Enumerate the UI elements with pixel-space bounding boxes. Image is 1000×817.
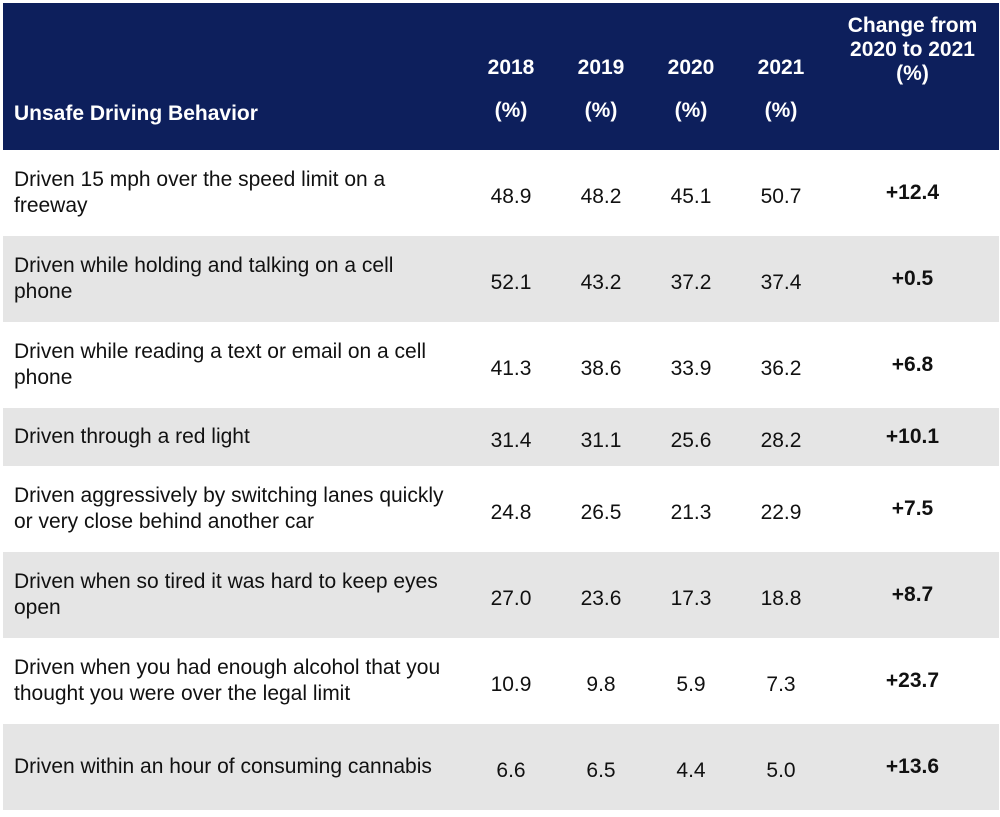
value-2019-cell: 23.6: [580, 587, 622, 610]
value-2018-cell: 27.0: [490, 587, 532, 610]
header-year-2019: 2019 (%): [556, 3, 646, 150]
value-2020-cell: 4.4: [676, 759, 706, 782]
header-year-2020: 2020 (%): [646, 3, 736, 150]
header-change-line-2: 2020 to 2021: [850, 38, 975, 61]
value-2018-cell: 24.8: [490, 501, 532, 524]
behavior-cell: Driven through a red light: [14, 425, 250, 448]
value-2021-cell: 22.9: [760, 501, 802, 524]
behavior-cell: Driven aggressively by switching lanes q…: [14, 484, 444, 533]
header-change-line-3: (%): [896, 62, 929, 85]
header-change: Change from 2020 to 2021 (%): [826, 3, 999, 150]
table-row: Driven while reading a text or email on …: [3, 322, 999, 408]
unsafe-driving-table: Unsafe Driving Behavior 2018 (%) 2019 (%…: [3, 3, 999, 810]
value-2019-cell: 9.8: [586, 673, 616, 696]
header-row: Unsafe Driving Behavior 2018 (%) 2019 (%…: [3, 3, 999, 150]
value-2020-cell: 45.1: [670, 185, 712, 208]
table-row: Driven through a red light 31.4 31.1 25.…: [3, 408, 999, 466]
header-year-2018: 2018 (%): [466, 3, 556, 150]
value-2018-cell: 52.1: [490, 271, 532, 294]
header-year-2021: 2021 (%): [736, 3, 826, 150]
value-2020-cell: 17.3: [670, 587, 712, 610]
value-2021-cell: 36.2: [760, 357, 802, 380]
table-row: Driven 15 mph over the speed limit on a …: [3, 150, 999, 236]
header-year-unit: (%): [494, 99, 528, 122]
change-cell: +6.8: [891, 353, 934, 376]
table-row: Driven when you had enough alcohol that …: [3, 638, 999, 724]
change-cell: +23.7: [885, 669, 940, 692]
value-2018-cell: 31.4: [490, 429, 532, 452]
header-year-label: 2018: [487, 56, 535, 79]
value-2018-cell: 48.9: [490, 185, 532, 208]
change-cell: +10.1: [885, 425, 940, 448]
value-2021-cell: 5.0: [766, 759, 796, 782]
table-row: Driven when so tired it was hard to keep…: [3, 552, 999, 638]
header-year-unit: (%): [674, 99, 708, 122]
value-2018-cell: 6.6: [496, 759, 526, 782]
value-2018-cell: 41.3: [490, 357, 532, 380]
header-year-unit: (%): [584, 99, 618, 122]
header-behavior: Unsafe Driving Behavior: [14, 102, 258, 125]
table-row: Driven while holding and talking on a ce…: [3, 236, 999, 322]
table-header: Unsafe Driving Behavior 2018 (%) 2019 (%…: [3, 3, 999, 150]
behavior-cell: Driven 15 mph over the speed limit on a …: [14, 168, 386, 217]
value-2021-cell: 50.7: [760, 185, 802, 208]
value-2019-cell: 48.2: [580, 185, 622, 208]
change-cell: +12.4: [885, 181, 940, 204]
value-2021-cell: 18.8: [760, 587, 802, 610]
table-row: Driven aggressively by switching lanes q…: [3, 466, 999, 552]
header-year-unit: (%): [764, 99, 798, 122]
value-2021-cell: 7.3: [766, 673, 796, 696]
change-cell: +13.6: [885, 755, 940, 778]
header-year-label: 2021: [757, 56, 805, 79]
table-body: Driven 15 mph over the speed limit on a …: [3, 150, 999, 810]
header-change-line-1: Change from: [847, 14, 978, 37]
behavior-cell: Driven when so tired it was hard to keep…: [14, 570, 438, 619]
value-2019-cell: 31.1: [580, 429, 622, 452]
value-2020-cell: 25.6: [670, 429, 712, 452]
header-year-label: 2020: [667, 56, 715, 79]
change-cell: +8.7: [891, 583, 934, 606]
value-2019-cell: 26.5: [580, 501, 622, 524]
value-2019-cell: 6.5: [586, 759, 616, 782]
change-cell: +7.5: [891, 497, 934, 520]
behavior-cell: Driven while holding and talking on a ce…: [14, 254, 394, 303]
value-2020-cell: 21.3: [670, 501, 712, 524]
table-row: Driven within an hour of consuming canna…: [3, 724, 999, 810]
value-2020-cell: 37.2: [670, 271, 712, 294]
behavior-cell: Driven within an hour of consuming canna…: [14, 755, 432, 778]
change-cell: +0.5: [891, 267, 934, 290]
value-2020-cell: 33.9: [670, 357, 712, 380]
behavior-cell: Driven when you had enough alcohol that …: [14, 656, 441, 705]
value-2020-cell: 5.9: [676, 673, 706, 696]
value-2019-cell: 43.2: [580, 271, 622, 294]
value-2021-cell: 28.2: [760, 429, 802, 452]
value-2021-cell: 37.4: [760, 271, 802, 294]
value-2018-cell: 10.9: [490, 673, 532, 696]
value-2019-cell: 38.6: [580, 357, 622, 380]
behavior-cell: Driven while reading a text or email on …: [14, 340, 427, 389]
header-year-label: 2019: [577, 56, 625, 79]
